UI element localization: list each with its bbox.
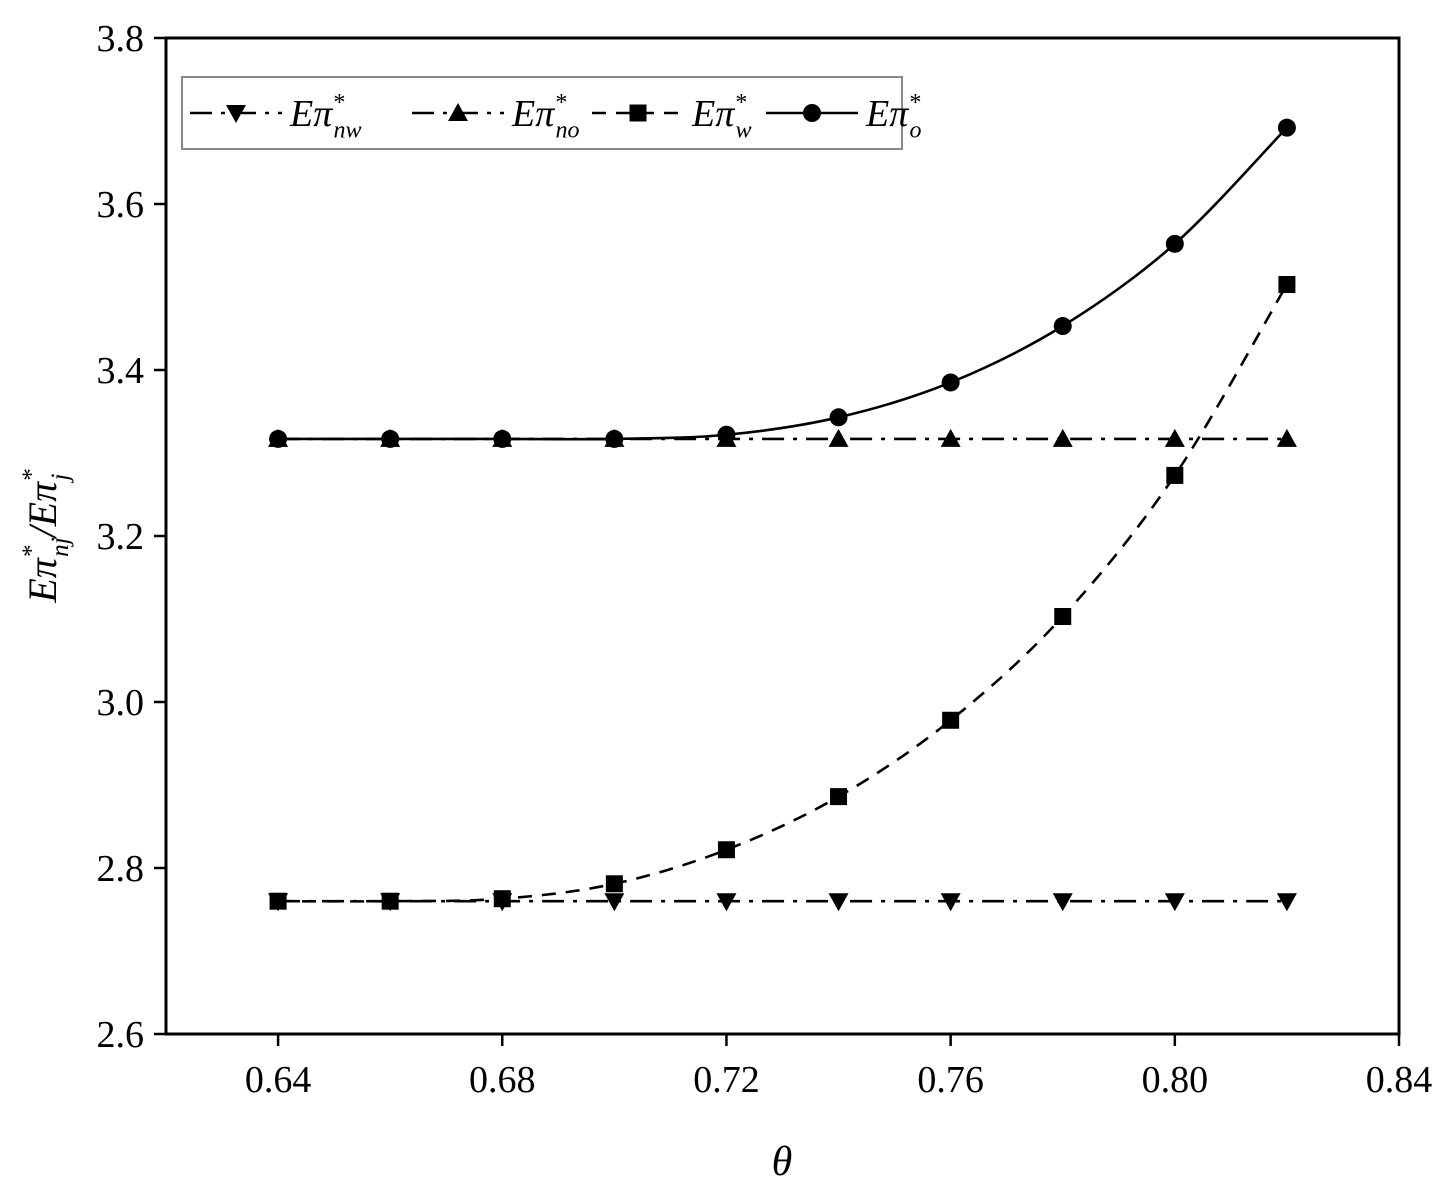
data-point-no: [828, 428, 849, 447]
data-point-no: [1276, 428, 1297, 447]
data-point-nw: [716, 893, 737, 912]
data-point-w: [605, 875, 623, 893]
data-point-o: [1277, 118, 1296, 137]
legend-label-w: Eπ* w: [691, 90, 751, 143]
data-point-o: [1053, 317, 1072, 336]
ticks-layer: 0.64 0.68 0.72 0.76 0.80 0.84 2.6 2.8 3.0 3.2 3.4 3…: [97, 18, 1433, 1101]
data-point-nw: [828, 893, 849, 912]
series-line-o: [278, 126, 1288, 441]
y-tick-label: 2.6: [97, 1014, 145, 1056]
data-point-nw: [1276, 893, 1297, 912]
data-point-w: [942, 711, 960, 729]
y-tick-label: 3.0: [97, 682, 145, 724]
data-point-w: [717, 841, 735, 859]
data-point-o: [829, 408, 848, 427]
y-tick-label: 3.4: [97, 350, 145, 392]
data-point-o: [381, 429, 400, 448]
legend-marker-nw: [226, 105, 246, 123]
data-point-o: [493, 429, 512, 448]
x-axis-label: θ: [772, 1139, 793, 1185]
x-tick-label: 0.72: [693, 1059, 760, 1101]
y-tick-label: 3.2: [97, 516, 145, 558]
legend-label-no: Eπ* no: [511, 90, 579, 143]
y-tick-label: 3.8: [97, 18, 145, 60]
legend-marker-w: [629, 104, 647, 122]
y-tick-label: 3.6: [97, 184, 145, 226]
x-tick-label: 0.80: [1142, 1059, 1209, 1101]
data-point-o: [1165, 234, 1184, 253]
data-point-w: [381, 892, 399, 910]
x-tick-label: 0.76: [917, 1059, 984, 1101]
data-point-o: [269, 429, 288, 448]
data-point-o: [605, 429, 624, 448]
legend-marker-o: [803, 104, 821, 122]
data-point-o: [717, 425, 736, 444]
data-point-w: [1278, 276, 1296, 294]
data-point-w: [830, 788, 848, 806]
data-point-no: [1164, 428, 1185, 447]
series-line-w: [278, 283, 1289, 903]
legend-marker-no: [448, 103, 468, 121]
data-point-w: [269, 892, 287, 910]
series-layer: [268, 118, 1297, 912]
legend-label-o: Eπ* o: [865, 90, 921, 143]
data-point-nw: [1052, 893, 1073, 912]
x-tick-label: 0.84: [1366, 1059, 1433, 1101]
y-tick-label: 2.8: [97, 848, 145, 890]
data-point-nw: [604, 893, 625, 912]
data-point-w: [1054, 608, 1072, 626]
data-point-w: [1166, 466, 1184, 484]
x-tick-label: 0.68: [469, 1059, 536, 1101]
plot-frame: [164, 36, 1401, 1036]
y-axis-label: Eπ*nj/Eπ*j: [18, 469, 74, 604]
legend-label-nw: Eπ* nw: [289, 90, 361, 143]
data-point-nw: [940, 893, 961, 912]
data-point-no: [1052, 428, 1073, 447]
data-point-nw: [1164, 893, 1185, 912]
data-point-w: [493, 890, 511, 908]
data-point-no: [940, 428, 961, 447]
legend: Eπ* nw Eπ* no Eπ* w Eπ* o: [181, 76, 921, 150]
data-point-o: [941, 373, 960, 392]
x-tick-label: 0.64: [245, 1059, 312, 1101]
